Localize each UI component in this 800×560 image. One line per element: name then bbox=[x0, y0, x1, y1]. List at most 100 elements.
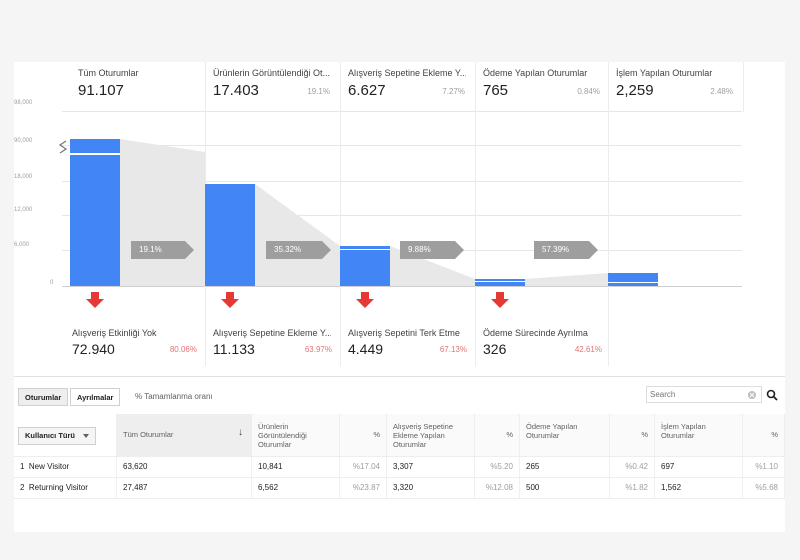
axis-tick: 98,000 bbox=[14, 100, 33, 106]
gridline bbox=[62, 111, 742, 112]
exit-pct: 80.06% bbox=[169, 345, 197, 354]
exit-value: 326 bbox=[483, 341, 507, 357]
table-row: 2 Returning Visitor 27,487 6,562 %23.87 … bbox=[14, 477, 785, 499]
table-row: 1 New Visitor 63,620 10,841 %17.04 3,307… bbox=[14, 456, 785, 477]
table-toolbar: Oturumlar Ayrılmalar % Tamamlanma oranı bbox=[14, 380, 785, 410]
col-transactions[interactable]: İşlem Yapılan Oturumlar bbox=[655, 414, 743, 456]
clear-icon[interactable] bbox=[747, 390, 757, 400]
search-input[interactable] bbox=[650, 388, 744, 401]
column-divider bbox=[475, 62, 476, 366]
stage-product-views[interactable]: Ürünlerin Görüntülendiği Ot... 17.403 19… bbox=[205, 62, 340, 112]
exit-pct: 67.13% bbox=[439, 345, 467, 354]
column-divider bbox=[340, 62, 341, 366]
stage-add-to-cart[interactable]: Alışveriş Sepetine Ekleme Y... 6.627 7.2… bbox=[340, 62, 475, 112]
baseline bbox=[62, 286, 742, 287]
row-user-type: New Visitor bbox=[28, 462, 70, 471]
gridline bbox=[62, 215, 742, 216]
gridline bbox=[62, 181, 742, 182]
completion-rate-toggle[interactable]: % Tamamlanma oranı bbox=[135, 392, 213, 401]
exit-pct: 63.97% bbox=[304, 345, 332, 354]
column-divider bbox=[743, 62, 744, 112]
user-type-dropdown[interactable]: Kullanıcı Türü bbox=[18, 427, 97, 445]
exit-label: Alışveriş Etkinliği Yok bbox=[72, 328, 157, 338]
row-dimension[interactable]: 1 New Visitor bbox=[14, 457, 117, 477]
col-add-to-cart[interactable]: Alışveriş Sepetine Ekleme Yapılan Oturum… bbox=[387, 414, 475, 456]
exit-label: Alışveriş Sepetini Terk Etme bbox=[348, 328, 460, 338]
cell-transactions: 1,562 bbox=[655, 478, 743, 498]
stage-pct: 2.48% bbox=[710, 87, 733, 96]
stage-value: 91.107 bbox=[78, 82, 124, 99]
funnel-bar-product-views[interactable] bbox=[205, 184, 255, 286]
exit-cart-abandonment[interactable]: Alışveriş Sepetini Terk Etme 4.449 67.13… bbox=[340, 316, 475, 366]
funnel-bar-checkout[interactable] bbox=[475, 279, 525, 286]
cell-add-to-cart: 3,320 bbox=[387, 478, 475, 498]
axis-tick: 90,000 bbox=[14, 138, 33, 144]
col-product-views[interactable]: Ürünlerin Görüntülendiği Oturumlar bbox=[252, 414, 340, 456]
progress-tag: 9.88% bbox=[400, 241, 464, 259]
col-label: Tüm Oturumlar bbox=[123, 430, 174, 439]
stage-label: İşlem Yapılan Oturumlar bbox=[616, 68, 713, 78]
section-divider bbox=[14, 376, 785, 377]
exit-arrow-icon bbox=[491, 292, 509, 308]
stage-pct: 7.27% bbox=[442, 87, 465, 96]
cell-transactions-pct: %5.68 bbox=[743, 478, 785, 498]
stage-checkout[interactable]: Ödeme Yapılan Oturumlar 765 0.84% bbox=[475, 62, 610, 112]
exit-no-cart-addition[interactable]: Alışveriş Sepetine Ekleme Y... 11.133 63… bbox=[205, 316, 340, 366]
cell-checkout: 265 bbox=[520, 457, 610, 477]
cell-add-to-cart-pct: %5.20 bbox=[475, 457, 520, 477]
col-add-to-cart-pct[interactable]: % bbox=[475, 414, 520, 456]
progress-tag: 57.39% bbox=[534, 241, 598, 259]
column-divider bbox=[608, 62, 609, 366]
stage-value: 6.627 bbox=[348, 82, 386, 99]
gridline bbox=[62, 145, 742, 146]
cell-add-to-cart-pct: %12.08 bbox=[475, 478, 520, 498]
search-box[interactable] bbox=[646, 386, 762, 403]
stage-all-sessions[interactable]: Tüm Oturumlar 91.107 bbox=[70, 62, 205, 112]
row-dimension[interactable]: 2 Returning Visitor bbox=[14, 478, 117, 498]
exit-value: 72.940 bbox=[72, 341, 115, 357]
row-index: 1 bbox=[20, 462, 25, 471]
dimension-header-cell: Kullanıcı Türü bbox=[14, 414, 117, 456]
cell-add-to-cart: 3,307 bbox=[387, 457, 475, 477]
chevron-down-icon bbox=[83, 434, 90, 438]
funnel-bar-add-to-cart[interactable] bbox=[340, 246, 390, 286]
col-product-views-pct[interactable]: % bbox=[340, 414, 387, 456]
flow-wedge bbox=[120, 139, 205, 286]
exit-label: Ödeme Sürecinde Ayrılma bbox=[483, 328, 588, 338]
exit-value: 4.449 bbox=[348, 341, 384, 357]
axis-break-icon bbox=[58, 140, 68, 154]
row-index: 2 bbox=[20, 483, 25, 492]
stage-value: 2,259 bbox=[616, 82, 654, 99]
tab-exits[interactable]: Ayrılmalar bbox=[70, 388, 121, 406]
cell-product-views-pct: %23.87 bbox=[340, 478, 387, 498]
exit-arrow-icon bbox=[221, 292, 239, 308]
cell-checkout-pct: %0.42 bbox=[610, 457, 655, 477]
col-checkout[interactable]: Ödeme Yapılan Oturumlar bbox=[520, 414, 610, 456]
exit-no-shopping-activity[interactable]: Alışveriş Etkinliği Yok 72.940 80.06% bbox=[64, 316, 205, 366]
stage-pct: 19.1% bbox=[307, 87, 330, 96]
exit-checkout-abandonment[interactable]: Ödeme Sürecinde Ayrılma 326 42.61% bbox=[475, 316, 610, 366]
funnel-bar-transactions[interactable] bbox=[608, 273, 658, 286]
cell-checkout: 500 bbox=[520, 478, 610, 498]
flow-wedge bbox=[255, 184, 340, 286]
funnel-bar-all-sessions[interactable] bbox=[70, 139, 120, 286]
sort-down-icon[interactable]: ↓ bbox=[238, 427, 243, 438]
stage-transactions[interactable]: İşlem Yapılan Oturumlar 2,259 2.48% bbox=[608, 62, 743, 112]
tab-sessions[interactable]: Oturumlar bbox=[18, 388, 69, 406]
cell-product-views-pct: %17.04 bbox=[340, 457, 387, 477]
cell-all-sessions: 63,620 bbox=[117, 457, 252, 477]
axis-tick: 6,000 bbox=[14, 242, 30, 248]
search-icon[interactable] bbox=[766, 389, 778, 401]
cell-transactions-pct: %1.10 bbox=[743, 457, 785, 477]
cell-product-views: 10,841 bbox=[252, 457, 340, 477]
col-all-sessions[interactable]: Tüm Oturumlar ↓ bbox=[117, 414, 252, 456]
stage-value: 765 bbox=[483, 82, 509, 99]
col-checkout-pct[interactable]: % bbox=[610, 414, 655, 456]
exit-arrow-icon bbox=[86, 292, 104, 308]
exit-arrow-icon bbox=[356, 292, 374, 308]
progress-tag: 19.1% bbox=[131, 241, 194, 259]
axis-tick: 0 bbox=[50, 280, 54, 286]
col-transactions-pct[interactable]: % bbox=[743, 414, 785, 456]
flow-wedge bbox=[525, 273, 608, 286]
cell-all-sessions: 27,487 bbox=[117, 478, 252, 498]
